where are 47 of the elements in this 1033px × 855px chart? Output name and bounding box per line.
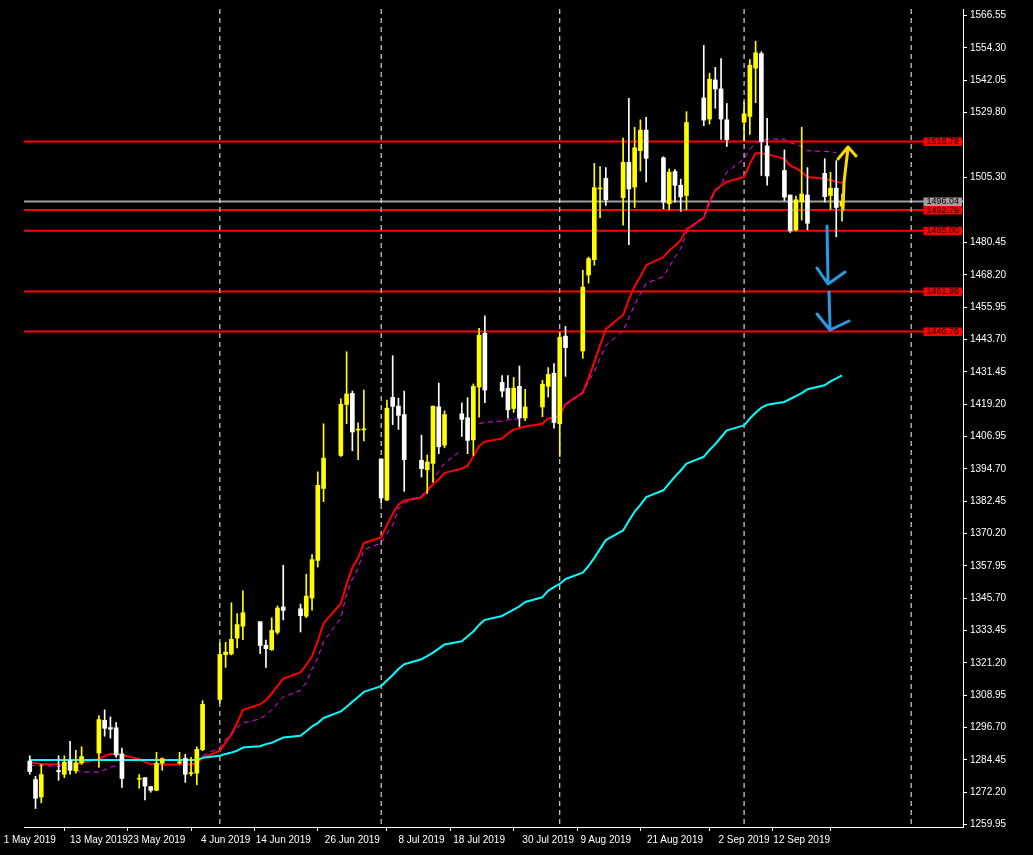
ref-line-label: 1492.79 (926, 204, 960, 215)
candlestick (136, 774, 142, 789)
y-tick-label: 1382.45 (970, 495, 1007, 506)
x-tick-label: 12 Sep 2019 (773, 833, 831, 845)
y-tick-label: 1333.45 (970, 624, 1007, 636)
ref-line-label: 1496.04 (926, 196, 960, 206)
y-tick-label: 1455.95 (970, 301, 1007, 313)
y-tick-label: 1321.20 (970, 656, 1007, 668)
ref-line-label: 1485.00 (926, 225, 960, 236)
x-tick-label: 9 Aug 2019 (580, 833, 632, 845)
y-tick-label: 1542.05 (970, 73, 1007, 85)
y-tick-label: 1505.30 (970, 170, 1007, 182)
y-tick-label: 1529.80 (970, 106, 1007, 118)
x-tick-label: 2 Sep 2019 (718, 833, 771, 845)
x-tick-label: 23 May 2019 (127, 833, 186, 845)
ref-line-label: 1446.76 (926, 326, 960, 337)
x-tick-label: 4 Jun 2019 (200, 833, 251, 845)
candlestick (712, 66, 718, 109)
y-tick-label: 1370.20 (970, 527, 1007, 539)
x-tick-label: 8 Jul 2019 (398, 833, 445, 845)
y-tick-label: 1345.70 (970, 591, 1007, 603)
y-tick-label: 1272.20 (970, 785, 1007, 797)
y-tick-label: 1468.20 (970, 268, 1007, 280)
x-tick-label: 13 May 2019 (69, 833, 129, 845)
x-tick-label: 26 Jun 2019 (324, 833, 381, 845)
candlestick (833, 160, 839, 238)
candlestick (280, 564, 286, 621)
y-tick-label: 1554.30 (970, 41, 1007, 53)
ref-line-label: 1461.98 (926, 285, 960, 296)
ref-line-label: 1518.78 (926, 136, 960, 146)
x-tick-label: 30 Jul 2019 (522, 833, 575, 845)
y-tick-label: 1394.70 (970, 462, 1007, 474)
y-tick-label: 1296.70 (970, 721, 1007, 733)
y-tick-label: 1259.95 (970, 818, 1007, 830)
y-tick-label: 1308.95 (970, 688, 1007, 700)
x-tick-label: 21 Aug 2019 (646, 833, 704, 845)
y-tick-label: 1419.20 (970, 398, 1007, 410)
y-tick-label: 1443.70 (970, 333, 1007, 345)
y-tick-label: 1357.95 (970, 559, 1007, 571)
y-tick-label: 1566.55 (970, 9, 1007, 21)
y-tick-label: 1431.45 (970, 365, 1007, 377)
x-tick-label: 1 May 2019 (3, 833, 57, 845)
x-tick-label: 18 Jul 2019 (453, 833, 506, 845)
y-tick-label: 1406.95 (970, 430, 1007, 442)
y-tick-label: 1480.45 (970, 236, 1007, 248)
x-tick-label: 14 Jun 2019 (255, 833, 312, 845)
y-tick-label: 1284.45 (970, 753, 1007, 765)
